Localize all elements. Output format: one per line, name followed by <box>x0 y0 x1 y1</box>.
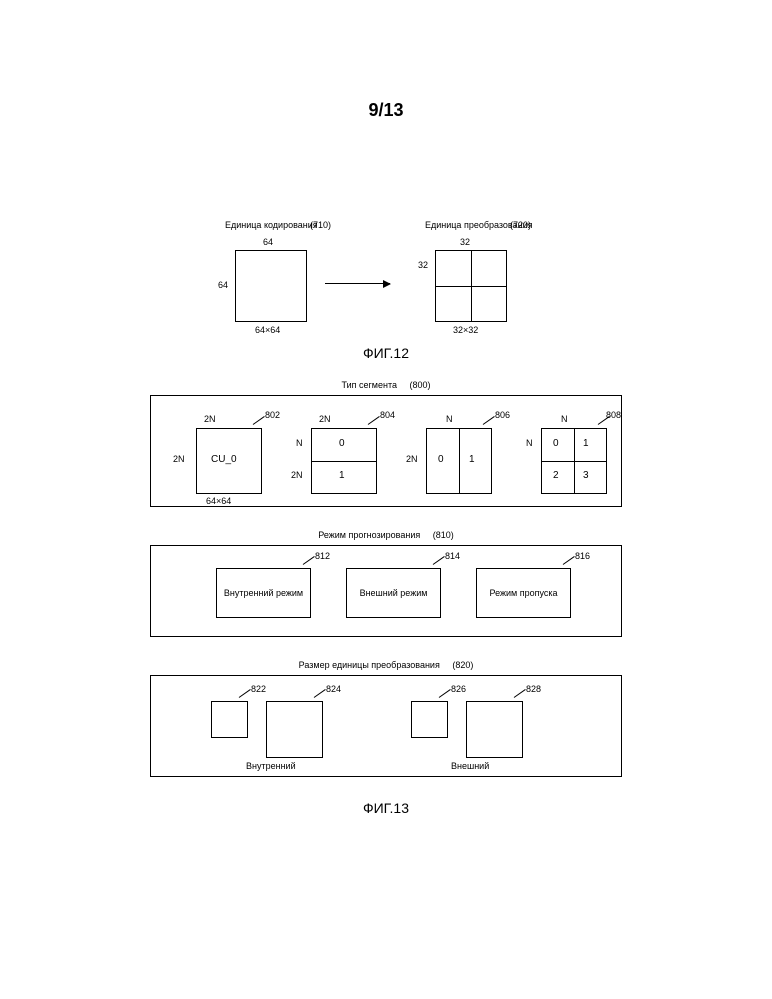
t3-refline <box>439 689 451 698</box>
tu-bottom-dim: 32×32 <box>453 325 478 335</box>
t4-refnum: 828 <box>526 684 541 694</box>
panel800-title-row: Тип сегмента (800) <box>151 380 621 390</box>
panel-segment-type: Тип сегмента (800) 2N 2N 64×64 CU_0 802 … <box>150 395 622 507</box>
s3-n1: 1 <box>469 454 475 465</box>
tu-block-32 <box>435 250 507 322</box>
tu-top-dim: 32 <box>460 237 470 247</box>
s1-center: CU_0 <box>211 454 237 465</box>
tu-ref: (720) <box>510 220 531 230</box>
panel820-ref: (820) <box>452 660 473 670</box>
t2-refline <box>314 689 326 698</box>
t4-refline <box>514 689 526 698</box>
mode-skip: Режим пропуска <box>476 568 571 618</box>
s3-refnum: 806 <box>495 410 510 420</box>
arrow-icon <box>325 283 390 284</box>
s4-n3: 3 <box>583 470 589 481</box>
mode-intra: Внутренний режим <box>216 568 311 618</box>
panel820-title: Размер единицы преобразования <box>299 660 440 670</box>
t3-refnum: 826 <box>451 684 466 694</box>
panel820-title-row: Размер единицы преобразования (820) <box>151 660 621 670</box>
s4-n0: 0 <box>553 438 559 449</box>
seg-Nx2N <box>426 428 492 494</box>
m2-refnum: 814 <box>445 551 460 561</box>
fig13-caption: ФИГ.13 <box>0 800 772 816</box>
panel-tu-size: Размер единицы преобразования (820) 822 … <box>150 675 622 777</box>
tu-box-822 <box>211 701 248 738</box>
s4-n1: 1 <box>583 438 589 449</box>
cu-left-dim: 64 <box>218 280 228 290</box>
fig12-caption: ФИГ.12 <box>0 345 772 361</box>
page-number: 9/13 <box>0 100 772 121</box>
m3-refline <box>563 556 575 565</box>
t2-refnum: 824 <box>326 684 341 694</box>
panel800-title: Тип сегмента <box>341 380 396 390</box>
s2-left-top: N <box>296 438 303 448</box>
s2-n0: 0 <box>339 438 345 449</box>
s3-n0: 0 <box>438 454 444 465</box>
tu-group1-label: Внутренний <box>246 761 296 771</box>
tu-box-826 <box>411 701 448 738</box>
t1-refline <box>239 689 251 698</box>
s2-refnum: 804 <box>380 410 395 420</box>
cu-ref: (710) <box>310 220 331 230</box>
s2-top: 2N <box>319 414 331 424</box>
tu-left-dim: 32 <box>418 260 428 270</box>
s3-top: N <box>446 414 453 424</box>
s4-left: N <box>526 438 533 448</box>
m1-refnum: 812 <box>315 551 330 561</box>
tu-box-828 <box>466 701 523 758</box>
tu-group2-label: Внешний <box>451 761 489 771</box>
panel810-ref: (810) <box>433 530 454 540</box>
cu-block-64 <box>235 250 307 322</box>
s2-refline <box>368 416 380 425</box>
s3-left: 2N <box>406 454 418 464</box>
m2-refline <box>433 556 445 565</box>
tu-box-824 <box>266 701 323 758</box>
s1-refnum: 802 <box>265 410 280 420</box>
cu-title: Единица кодирования <box>225 220 318 230</box>
s1-left: 2N <box>173 454 185 464</box>
seg-NxN <box>541 428 607 494</box>
s4-top: N <box>561 414 568 424</box>
s4-refnum: 808 <box>606 410 621 420</box>
m1-refline <box>303 556 315 565</box>
panel810-title-row: Режим прогнозирования (810) <box>151 530 621 540</box>
m3-refnum: 816 <box>575 551 590 561</box>
s4-n2: 2 <box>553 470 559 481</box>
s1-refline <box>253 416 265 425</box>
cu-top-dim: 64 <box>263 237 273 247</box>
s3-refline <box>483 416 495 425</box>
fig12-diagram: Единица кодирования (710) 64 64 64×64 Ед… <box>180 220 600 340</box>
panel810-title: Режим прогнозирования <box>318 530 420 540</box>
s1-bottom: 64×64 <box>206 496 231 506</box>
panel800-ref: (800) <box>409 380 430 390</box>
s2-left-bot: 2N <box>291 470 303 480</box>
s1-top: 2N <box>204 414 216 424</box>
panel-prediction-mode: Режим прогнозирования (810) Внутренний р… <box>150 545 622 637</box>
cu-bottom-dim: 64×64 <box>255 325 280 335</box>
mode-inter: Внешний режим <box>346 568 441 618</box>
s2-n1: 1 <box>339 470 345 481</box>
t1-refnum: 822 <box>251 684 266 694</box>
